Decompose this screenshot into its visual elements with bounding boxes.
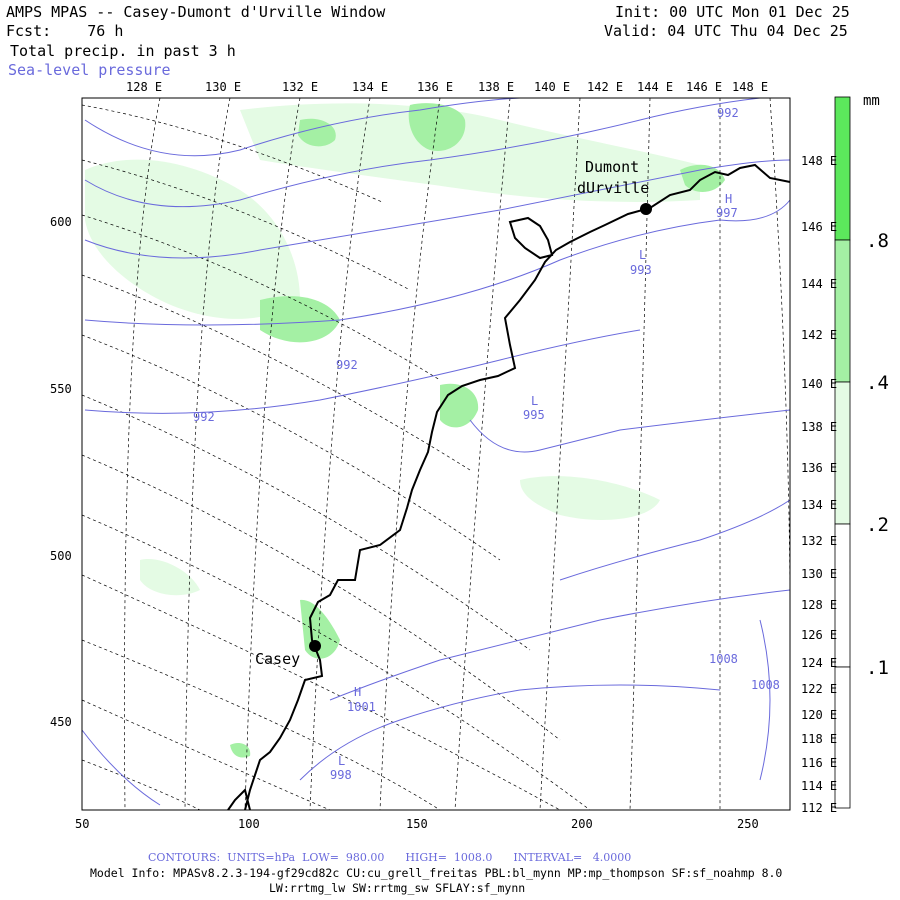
top-lon-label: 146 E [686,80,723,94]
map-title: AMPS MPAS -- Casey-Dumont d'Urville Wind… [6,3,386,21]
bottom-axis-label: 50 [75,817,90,831]
right-lon-label: 122 E [801,682,838,696]
top-lon-label: 128 E [126,80,163,94]
right-lon-label: 118 E [801,732,838,746]
right-lon-label: 130 E [801,567,838,581]
top-lon-label: 136 E [417,80,454,94]
top-lon-label: 132 E [282,80,319,94]
station-casey [309,640,321,652]
right-lon-label: 116 E [801,756,838,770]
right-lon-label: 132 E [801,534,838,548]
pressure-center-value: 998 [330,768,352,782]
pressure-center-kind: H [725,192,733,206]
pressure-center-value: 997 [716,206,738,220]
pressure-center-kind: L [531,394,539,408]
bottom-axis-label: 200 [571,817,593,831]
right-lon-label: 134 E [801,498,838,512]
top-lon-label: 140 E [534,80,571,94]
station-label-dumont-2: dUrville [577,179,650,197]
pressure-center-kind: H [354,685,362,699]
model-info-2: LW:rrtmg_lw SW:rrtmg_sw SFLAY:sf_mynn [269,881,526,895]
top-lon-label: 142 E [587,80,624,94]
bottom-axis-label: 150 [406,817,428,831]
right-lon-label: 148 E [801,154,838,168]
isobar-label: 992 [717,106,739,120]
top-lon-label: 134 E [352,80,389,94]
colorbar-label: .2 [866,514,889,536]
colorbar [834,96,851,809]
right-lon-label: 144 E [801,277,838,291]
overlay-name: Sea-level pressure [8,61,171,79]
right-lon-label: 146 E [801,220,838,234]
model-info: Model Info: MPASv8.2.3-194-gf29cd82c CU:… [90,866,783,880]
left-axis-label: 450 [50,715,72,729]
left-axis-label: 550 [50,382,72,396]
station-label-dumont-1: Dumont [585,158,640,176]
valid-time: Valid: 04 UTC Thu 04 Dec 25 [604,22,848,40]
isobar-label: 1008 [751,678,780,692]
right-lon-label: 120 E [801,708,838,722]
top-lon-label: 130 E [205,80,242,94]
init-time: Init: 00 UTC Mon 01 Dec 25 [615,3,850,21]
bottom-axis-label: 100 [238,817,260,831]
right-lon-label: 138 E [801,420,838,434]
right-lon-label: 140 E [801,377,838,391]
isobars [81,97,791,806]
top-lon-label: 144 E [637,80,674,94]
isobar-label: 992 [336,358,358,372]
colorbar-label: .1 [866,657,889,679]
graticule [81,97,791,811]
right-lon-label: 128 E [801,598,838,612]
colorbar-label: .8 [866,230,889,252]
field-name: Total precip. in past 3 h [10,42,236,60]
right-lon-label: 114 E [801,779,838,793]
right-lon-label: 142 E [801,328,838,342]
right-lon-label: 126 E [801,628,838,642]
pressure-center-kind: L [639,248,647,262]
pressure-center-value: 1001 [347,700,376,714]
top-lon-label: 148 E [732,80,769,94]
left-axis-label: 500 [50,549,72,563]
top-lon-label: 138 E [478,80,515,94]
colorbar-label: .4 [866,372,889,394]
isobar-label: 1008 [709,652,738,666]
colorbar-unit: mm [863,93,880,109]
left-axis-label: 600 [50,215,72,229]
right-lon-label: 124 E [801,656,838,670]
station-label-casey: Casey [255,650,301,668]
pressure-center-kind: L [338,754,346,768]
station-dumont-durville [640,203,652,215]
isobar-label: 992 [193,410,215,424]
coastline [227,163,791,811]
right-lon-label: 136 E [801,461,838,475]
map-frame [81,97,791,811]
bottom-axis-label: 250 [737,817,759,831]
precip-shading [82,98,790,810]
contour-info: CONTOURS: UNITS=hPa LOW= 980.00 HIGH= 10… [148,851,632,864]
pressure-center-value: 995 [523,408,545,422]
right-lon-label: 112 E [801,801,838,815]
forecast-hour: Fcst: 76 h [6,22,124,40]
pressure-center-value: 993 [630,263,652,277]
